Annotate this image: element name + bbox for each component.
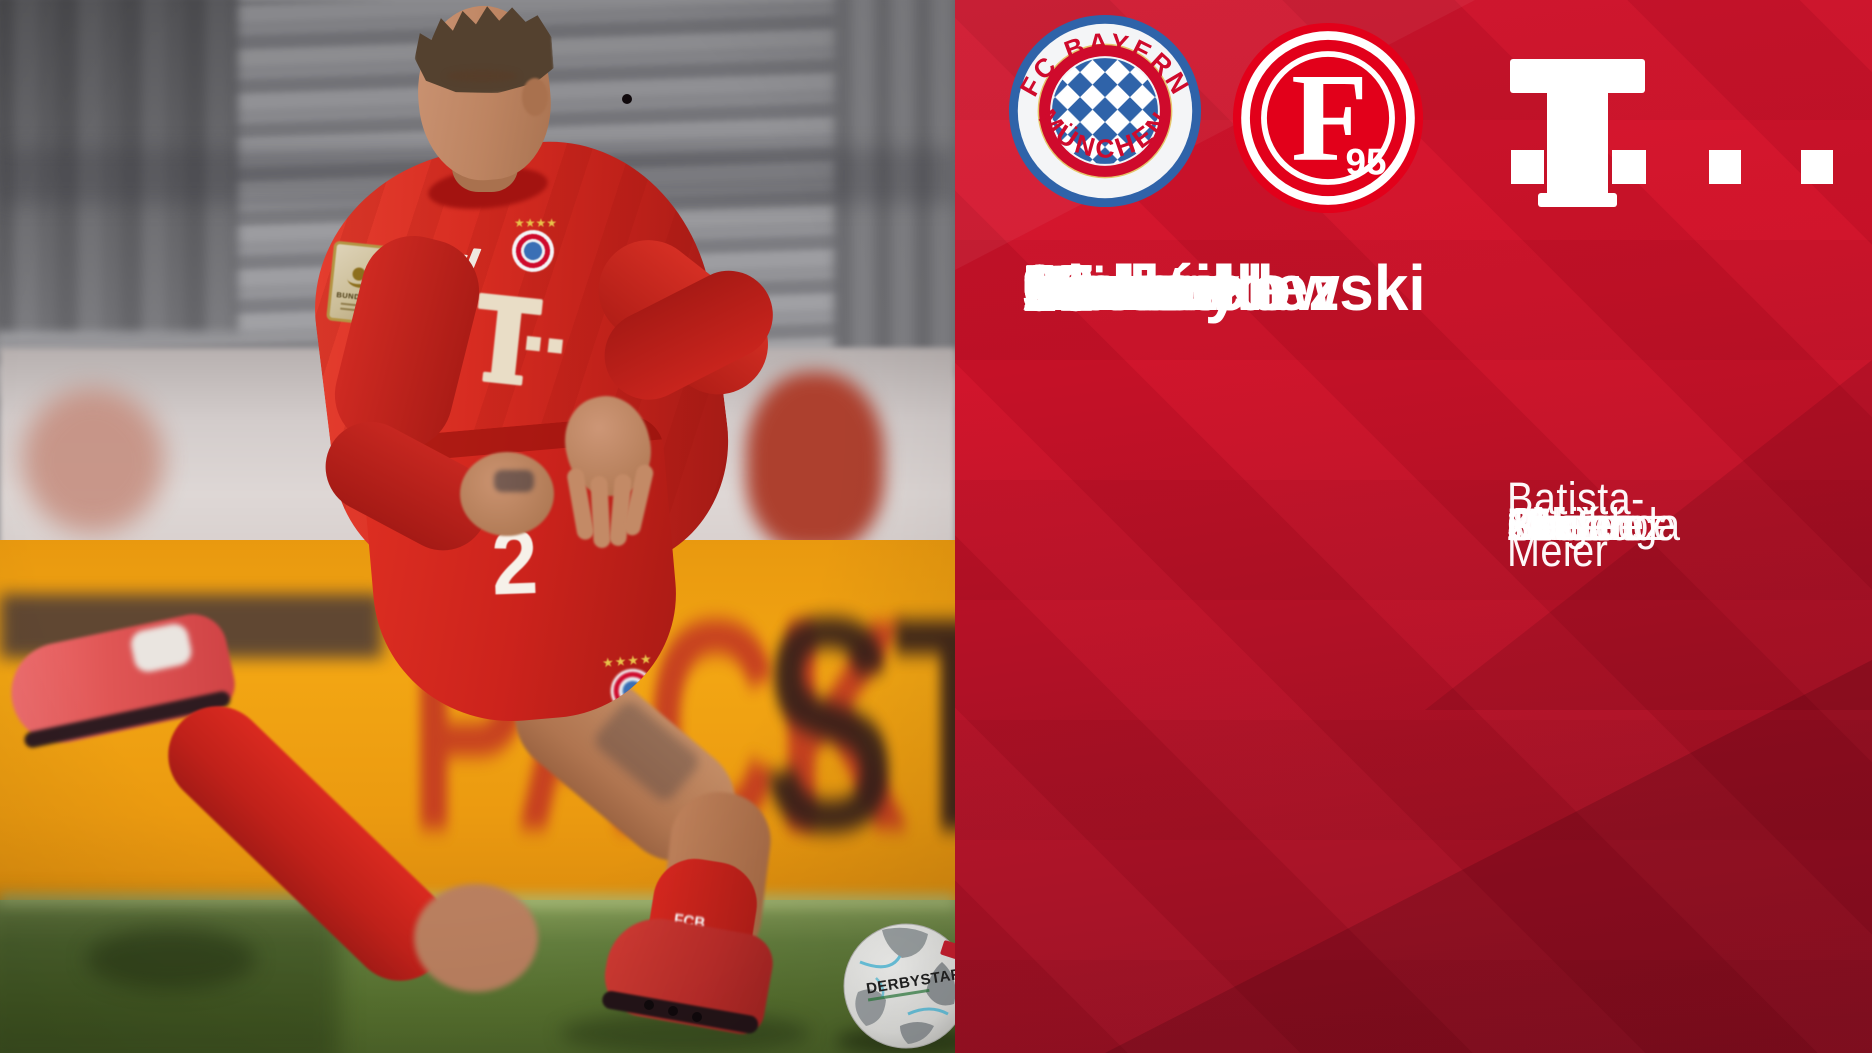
- player-name: Alaba: [1022, 252, 1192, 324]
- player-rear-knee: [414, 884, 538, 992]
- f95-letter: F: [1291, 49, 1368, 188]
- player-ear: [522, 78, 548, 116]
- substitute-name: Zirkzee: [1507, 499, 1640, 551]
- player-name: Coman: [1022, 252, 1233, 324]
- player-number: 9: [1021, 251, 1059, 324]
- player-number: 29: [1021, 251, 1096, 324]
- fc-bayern-crest-icon: FC BAYERN MÜNCHEN: [1008, 14, 1202, 208]
- grass-shadow: [86, 928, 256, 990]
- player-name: Pavard: [1022, 252, 1230, 324]
- player-name: Neuer: [1022, 252, 1198, 324]
- boot-stud: [668, 1006, 678, 1016]
- player-brow-shadow: [446, 70, 518, 82]
- derbystar-ball: DERBYSTAR: [843, 923, 955, 1049]
- player-name: Davies: [1022, 252, 1223, 324]
- telekom-logo-icon: [1510, 59, 1833, 207]
- player-number: 5: [1021, 251, 1059, 324]
- substitute-name: Martínez: [1507, 499, 1665, 551]
- substitute-number: 14: [1507, 499, 1552, 551]
- telekom-dot: [1709, 150, 1741, 184]
- telekom-dot: [1612, 150, 1646, 184]
- telekom-t-stem: [1547, 59, 1608, 200]
- player-name: Hernández: [1022, 252, 1340, 324]
- player-name: Goretzka: [1022, 252, 1288, 324]
- player-name: Gnabry: [1022, 252, 1240, 324]
- stadium-photo: PACK ST BUNDESLIGA adidas ★★★★: [0, 0, 955, 1053]
- substitute-number: 35: [1507, 499, 1552, 551]
- blurred-ad-blob: [22, 388, 164, 533]
- fortuna-duesseldorf-badge-icon: F 95: [1232, 22, 1424, 214]
- blurred-ad-blob: [746, 372, 884, 550]
- boot-stud: [644, 1000, 654, 1010]
- player-number: 27: [1021, 251, 1096, 324]
- player-number: 1: [1021, 251, 1059, 324]
- player-number: 25: [1021, 251, 1096, 324]
- player-name: Müller: [1022, 252, 1205, 324]
- substitute-number: 11: [1507, 499, 1549, 551]
- telekom-t-foot: [1538, 193, 1617, 207]
- boot-stud: [692, 1012, 702, 1022]
- player-number: 32: [1021, 251, 1096, 324]
- player-name: Kimmich: [1022, 252, 1285, 324]
- substitute-name: Perišić: [1507, 499, 1629, 551]
- substitute-name: Batista-Meier: [1507, 473, 1645, 577]
- hand-tattoo: [494, 470, 534, 492]
- substitute-number: 2: [1507, 499, 1530, 551]
- grass-shadow: [0, 898, 340, 1053]
- boot-stud: [622, 94, 632, 104]
- telekom-dot: [1801, 150, 1833, 184]
- substitute-number: 34: [1507, 499, 1552, 551]
- jersey-crest-stars: ★★★★: [514, 216, 564, 230]
- player-fist-hand: [460, 452, 554, 536]
- telekom-dot: [1511, 150, 1544, 184]
- player-number: 19: [1021, 251, 1096, 324]
- substitute-name: Ulreich: [1507, 499, 1634, 551]
- photo-vignette: [0, 0, 955, 1053]
- player-name: Lewandowski: [1022, 252, 1426, 324]
- hoarding-text-blurred: ST: [762, 572, 955, 877]
- player-number: 21: [1021, 251, 1096, 324]
- substitute-name: Singh: [1507, 499, 1611, 551]
- player-number: 22: [1021, 251, 1096, 324]
- lineup-panel: FC BAYERN MÜNCHEN F 95: [955, 0, 1872, 1053]
- substitute-number: 8: [1507, 499, 1530, 551]
- f95-year: 95: [1345, 141, 1386, 182]
- substitute-name: Boateng: [1507, 499, 1658, 551]
- substitute-number: 26: [1507, 499, 1552, 551]
- substitute-name: Odriozola: [1507, 499, 1681, 551]
- substitute-number: 17: [1507, 499, 1552, 551]
- stadium-wall-left: [0, 0, 238, 332]
- stadium-wall-right: [834, 0, 955, 352]
- substitute-name: Cuisance: [1507, 499, 1676, 551]
- player-number: 18: [1021, 251, 1096, 324]
- substitute-number: 28: [1507, 499, 1552, 551]
